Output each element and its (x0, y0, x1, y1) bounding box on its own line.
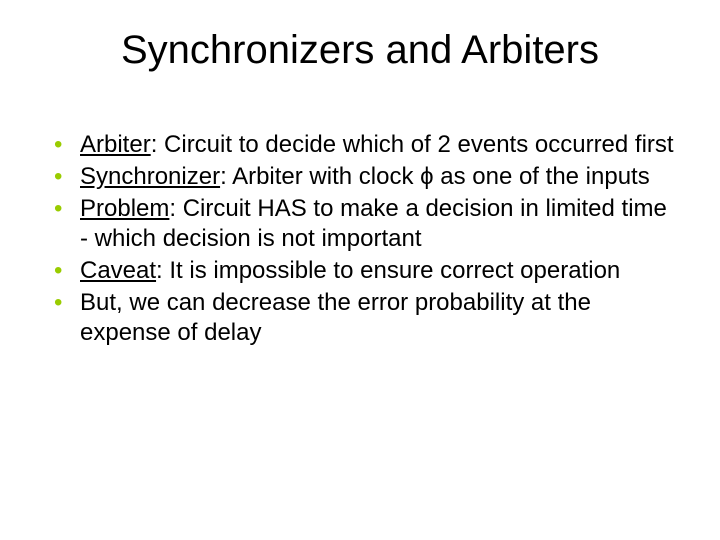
slide-title: Synchronizers and Arbiters (0, 28, 720, 73)
bullet-term: Arbiter (80, 131, 151, 158)
bullet-item: • Synchronizer: Arbiter with clock ϕ as … (54, 162, 680, 192)
bullet-term: Caveat (80, 257, 156, 284)
bullet-item: • But, we can decrease the error probabi… (54, 288, 680, 348)
bullet-icon: • (54, 194, 80, 224)
bullet-rest: : Circuit to decide which of 2 events oc… (151, 131, 674, 158)
slide: Synchronizers and Arbiters • Arbiter: Ci… (0, 0, 720, 540)
bullet-item: • Problem: Circuit HAS to make a decisio… (54, 194, 680, 254)
bullet-term: Synchronizer (80, 163, 220, 190)
bullet-text: Problem: Circuit HAS to make a decision … (80, 194, 680, 254)
bullet-icon: • (54, 288, 80, 318)
bullet-rest: : Arbiter with clock ϕ as one of the inp… (220, 163, 650, 190)
slide-body: • Arbiter: Circuit to decide which of 2 … (54, 130, 680, 350)
bullet-text: Caveat: It is impossible to ensure corre… (80, 256, 680, 286)
bullet-text: But, we can decrease the error probabili… (80, 288, 680, 348)
bullet-icon: • (54, 130, 80, 160)
bullet-text: Arbiter: Circuit to decide which of 2 ev… (80, 130, 680, 160)
bullet-rest: : Circuit HAS to make a decision in limi… (80, 195, 667, 252)
bullet-term: Problem (80, 195, 169, 222)
bullet-icon: • (54, 162, 80, 192)
bullet-item: • Arbiter: Circuit to decide which of 2 … (54, 130, 680, 160)
bullet-text: Synchronizer: Arbiter with clock ϕ as on… (80, 162, 680, 192)
bullet-icon: • (54, 256, 80, 286)
bullet-rest: : It is impossible to ensure correct ope… (156, 257, 620, 284)
bullet-rest: But, we can decrease the error probabili… (80, 289, 591, 346)
bullet-item: • Caveat: It is impossible to ensure cor… (54, 256, 680, 286)
